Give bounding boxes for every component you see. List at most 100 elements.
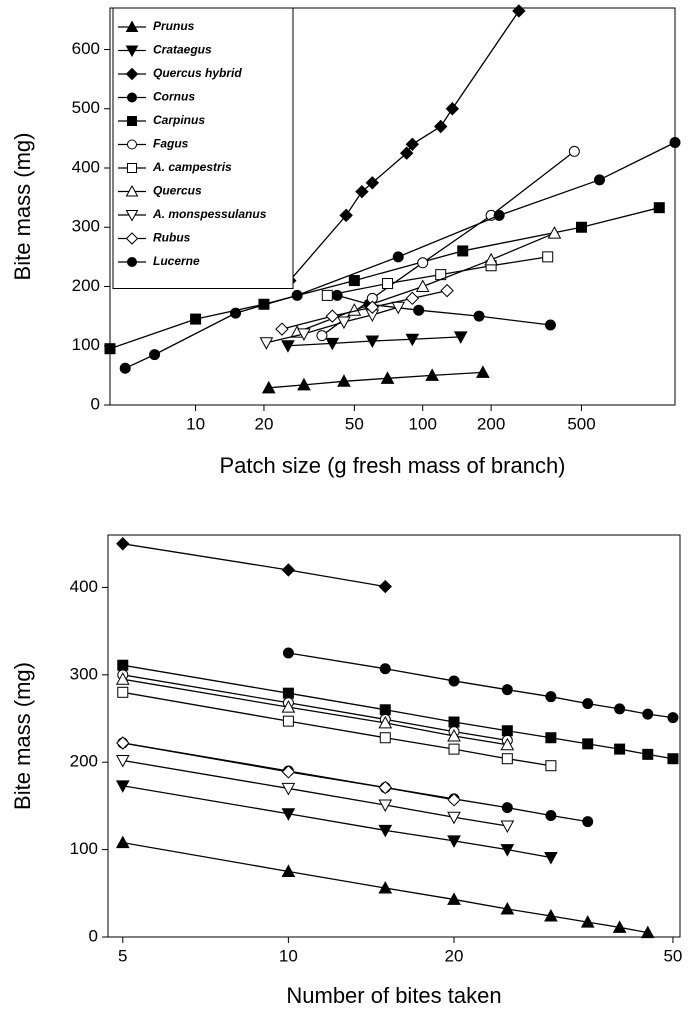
marker bbox=[501, 684, 513, 696]
legend-marker bbox=[127, 139, 137, 150]
marker bbox=[493, 209, 505, 221]
marker bbox=[316, 330, 328, 342]
marker bbox=[582, 738, 594, 750]
marker bbox=[642, 708, 654, 720]
y-tick-label: 100 bbox=[70, 839, 98, 858]
plot-frame bbox=[109, 7, 676, 406]
marker bbox=[297, 377, 311, 391]
marker bbox=[117, 659, 129, 671]
x-tick-label: 10 bbox=[186, 414, 205, 433]
marker bbox=[457, 245, 469, 257]
marker bbox=[281, 700, 296, 713]
marker bbox=[448, 743, 460, 755]
marker bbox=[500, 844, 515, 857]
y-tick-label: 200 bbox=[70, 752, 98, 771]
marker bbox=[378, 715, 393, 729]
marker bbox=[544, 908, 558, 922]
marker bbox=[259, 337, 274, 350]
marker bbox=[582, 816, 594, 828]
marker bbox=[399, 146, 414, 160]
marker bbox=[282, 687, 294, 699]
marker bbox=[473, 310, 485, 322]
legend-label: Cornus bbox=[153, 90, 195, 104]
legend-label: Fagus bbox=[153, 137, 189, 151]
marker bbox=[331, 289, 343, 301]
marker bbox=[281, 563, 296, 577]
series-line bbox=[122, 664, 674, 760]
marker bbox=[413, 304, 425, 316]
marker bbox=[281, 765, 296, 779]
marker bbox=[281, 864, 296, 877]
marker bbox=[447, 892, 461, 905]
marker bbox=[348, 275, 360, 287]
marker bbox=[500, 901, 515, 915]
marker bbox=[417, 257, 429, 269]
marker bbox=[545, 691, 557, 703]
y-tick-label: 400 bbox=[70, 577, 98, 596]
marker bbox=[104, 343, 116, 355]
marker bbox=[593, 174, 605, 186]
marker bbox=[447, 835, 461, 848]
marker bbox=[667, 712, 679, 724]
marker bbox=[500, 820, 515, 834]
y-tick-label: 0 bbox=[91, 394, 100, 413]
marker bbox=[365, 300, 380, 314]
marker bbox=[391, 301, 406, 315]
marker bbox=[544, 319, 556, 331]
marker bbox=[281, 340, 295, 353]
marker bbox=[405, 291, 420, 306]
y-axis-title: Bite mass (mg) bbox=[10, 133, 35, 281]
x-tick-label: 100 bbox=[409, 414, 437, 433]
marker bbox=[453, 331, 468, 344]
legend-label: A. monspessulanus bbox=[152, 207, 267, 221]
marker bbox=[642, 748, 654, 760]
marker bbox=[582, 698, 594, 710]
marker bbox=[425, 368, 439, 381]
x-tick-label: 50 bbox=[663, 946, 682, 965]
legend-marker bbox=[127, 257, 137, 267]
marker bbox=[378, 881, 393, 894]
legend-marker bbox=[125, 210, 139, 222]
x-tick-label: 200 bbox=[477, 414, 505, 433]
series-line bbox=[122, 543, 386, 588]
marker bbox=[282, 647, 294, 659]
marker bbox=[355, 184, 369, 199]
marker bbox=[275, 322, 289, 336]
marker bbox=[325, 309, 340, 323]
x-axis-title: Patch size (g fresh mass of branch) bbox=[219, 453, 565, 478]
y-tick-label: 300 bbox=[72, 217, 100, 236]
series-line bbox=[122, 691, 551, 767]
marker bbox=[544, 851, 558, 865]
marker bbox=[415, 279, 430, 292]
series-line bbox=[124, 141, 676, 369]
marker bbox=[115, 672, 130, 685]
series-line bbox=[122, 678, 508, 746]
plot-frame bbox=[107, 534, 681, 938]
legend-marker bbox=[127, 92, 137, 103]
marker bbox=[405, 333, 420, 347]
legend-marker bbox=[125, 184, 139, 197]
marker bbox=[281, 782, 296, 796]
marker bbox=[612, 920, 627, 933]
marker bbox=[653, 202, 665, 214]
y-tick-label: 300 bbox=[70, 664, 98, 683]
marker bbox=[116, 736, 130, 750]
marker bbox=[568, 145, 580, 157]
marker bbox=[405, 137, 420, 151]
marker bbox=[501, 802, 513, 814]
marker bbox=[667, 753, 679, 765]
legend-label: Carpinus bbox=[153, 113, 205, 127]
x-tick-label: 50 bbox=[345, 414, 364, 433]
marker bbox=[500, 737, 515, 751]
marker bbox=[116, 537, 130, 551]
y-tick-label: 100 bbox=[72, 335, 100, 354]
marker bbox=[258, 298, 270, 310]
marker bbox=[669, 137, 681, 149]
legend-marker bbox=[125, 45, 139, 58]
x-tick-label: 10 bbox=[279, 946, 298, 965]
marker bbox=[447, 793, 461, 807]
y-axis-title: Bite mass (mg) bbox=[10, 662, 35, 810]
marker bbox=[512, 4, 526, 18]
x-tick-label: 20 bbox=[445, 946, 464, 965]
marker bbox=[542, 251, 554, 263]
